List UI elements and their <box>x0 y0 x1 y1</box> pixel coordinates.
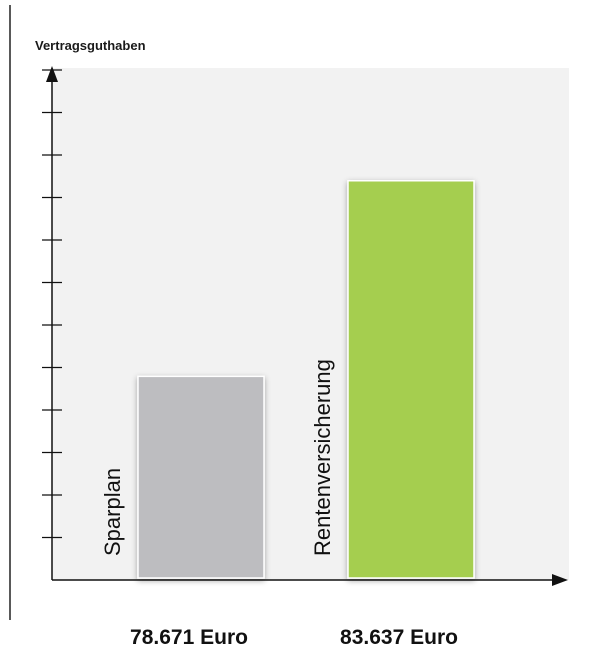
bars-group <box>137 180 475 579</box>
bar-rentenversicherung <box>347 180 475 579</box>
category-label-sparplan: Sparplan <box>100 468 125 556</box>
y-axis-arrow <box>46 66 58 82</box>
category-labels: Sparplan Rentenversicherung <box>100 359 335 556</box>
value-label-rentenversicherung: 83.637 Euro <box>340 626 458 649</box>
value-label-sparplan: 78.671 Euro <box>130 626 248 649</box>
bar-sparplan <box>137 375 265 579</box>
x-axis-arrow <box>552 574 568 586</box>
category-label-rentenversicherung: Rentenversicherung <box>310 359 335 556</box>
value-labels: 78.671 Euro 83.637 Euro <box>130 626 458 649</box>
y-axis-label: Vertragsguthaben <box>35 38 146 53</box>
